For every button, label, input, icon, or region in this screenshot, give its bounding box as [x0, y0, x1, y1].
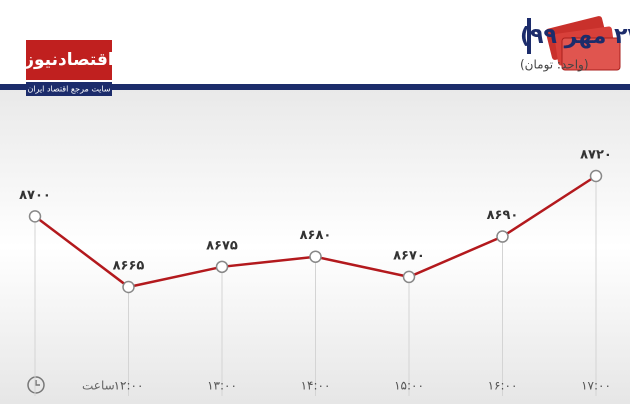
point [309, 250, 322, 263]
logo-tagline: سایت مرجع اقتصاد ایران [27, 85, 110, 94]
x-axis-label: ساعت [82, 379, 115, 393]
point [215, 260, 229, 274]
header-bar [0, 84, 630, 90]
data-label: ۸۷۲۰ [580, 148, 612, 163]
logo-box [26, 40, 112, 80]
point [402, 270, 416, 284]
x-tick-label: ۱۵:۰۰ [394, 379, 424, 393]
logo-tagline-box [26, 82, 112, 96]
x-tick-label: ۱۲:۰۰ [114, 379, 144, 393]
clock-hands [35, 380, 40, 386]
point [496, 230, 509, 243]
money-icon [545, 16, 621, 71]
data-label: ۸۶۹۰ [487, 208, 519, 223]
data-label: ۸۶۷۵ [206, 238, 238, 253]
title: روند بهای درهم (چهارشنبه ۲۳ مهر ۹۹) [520, 24, 630, 49]
point [122, 280, 135, 294]
data-label: ۸۷۰۰ [19, 188, 51, 203]
data-label: ۸۶۶۵ [113, 259, 145, 274]
clock-icon [27, 376, 45, 394]
x-tick-label: ۱۶:۰۰ [488, 379, 518, 393]
point [589, 169, 603, 183]
x-tick-label: ۱۳:۰۰ [207, 379, 237, 393]
x-tick-label: ۱۷:۰۰ [581, 379, 611, 393]
logo: اقتصادنیوز [23, 50, 114, 70]
title-marker [527, 18, 531, 54]
point [28, 210, 42, 223]
data-label: ۸۶۷۰ [393, 248, 425, 263]
data-label: ۸۶۸۰ [300, 228, 332, 243]
x-tick-label: ۱۴:۰۰ [301, 379, 331, 393]
subtitle: (واحد: تومان) [520, 58, 589, 73]
